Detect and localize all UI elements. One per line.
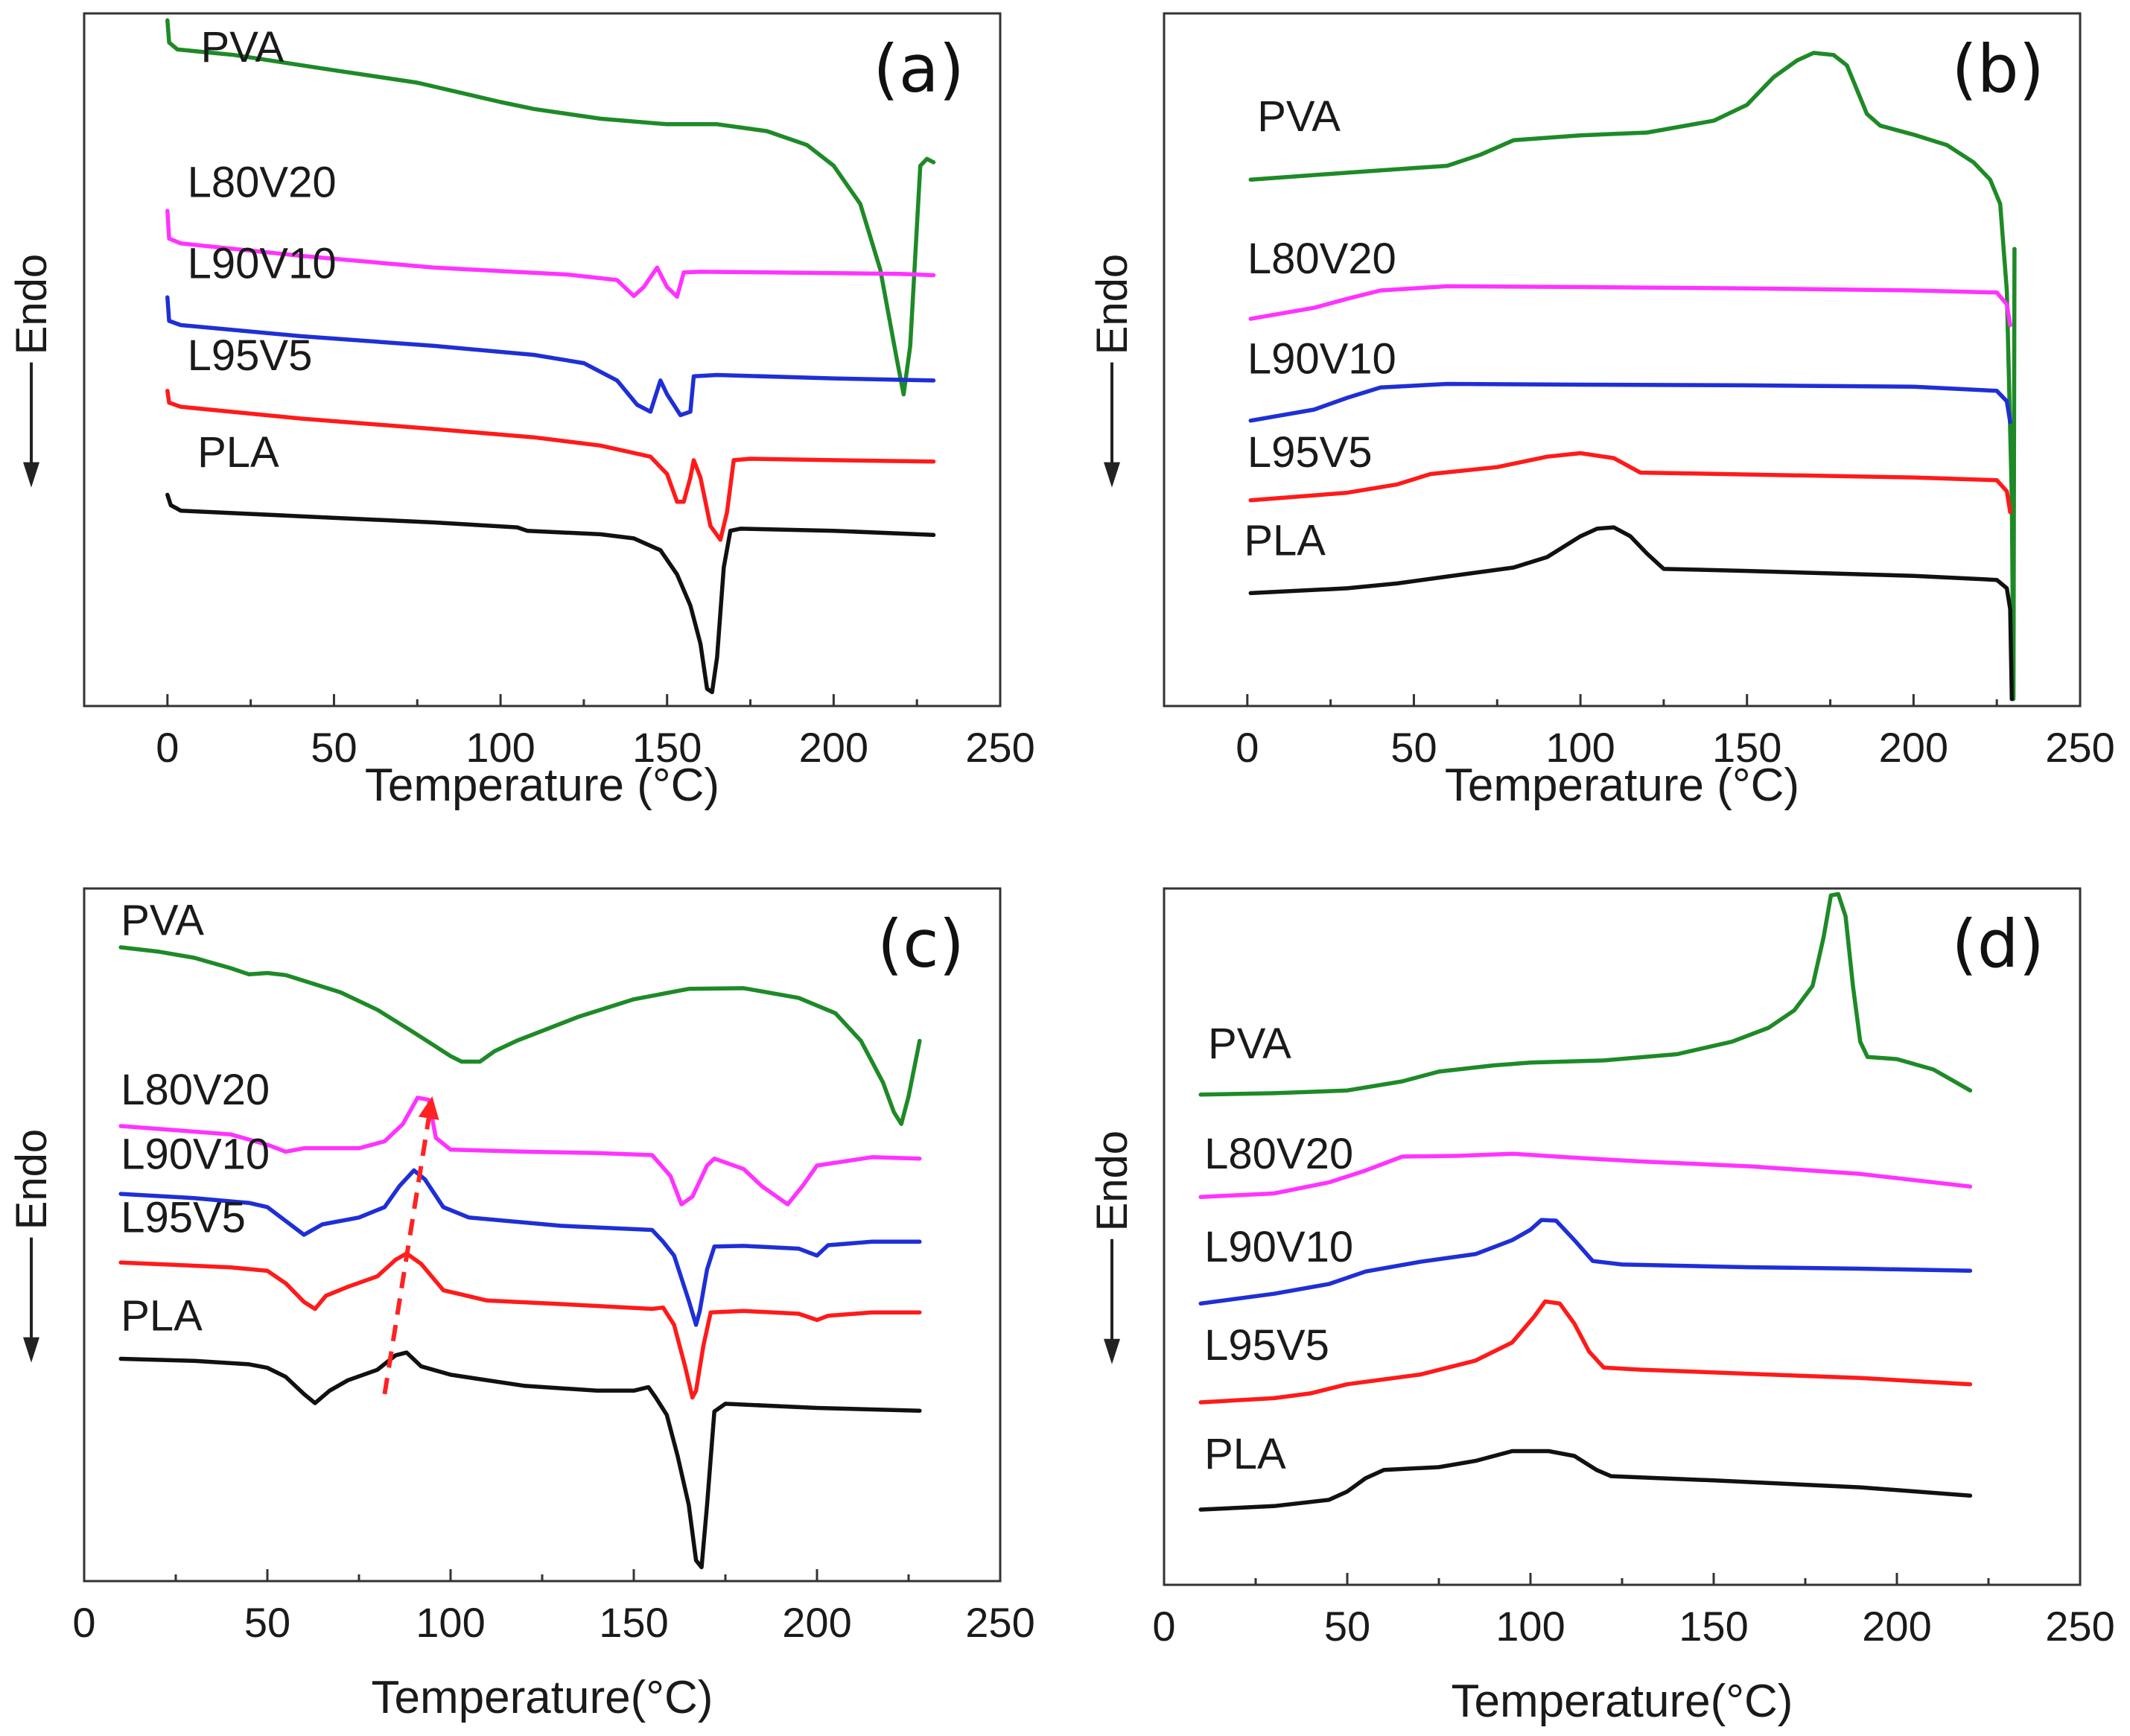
x-tick-label: 50 — [311, 724, 357, 771]
series-label-l80v20: L80V20 — [1204, 1130, 1353, 1178]
panel-label: (a) — [873, 31, 964, 107]
series-line-pla — [1248, 525, 2015, 702]
panel-label: (c) — [877, 906, 964, 982]
x-tick-label: 250 — [965, 1599, 1034, 1646]
panel-label: (b) — [1951, 31, 2044, 107]
series-label-pva: PVA — [1257, 92, 1341, 141]
series-line-l90v10 — [165, 295, 936, 418]
x-axis-label: Temperature(°C) — [1452, 1676, 1793, 1727]
panel-d: 0 50 100 150 200 250 Temperature(°C) Endo (d) PVA… — [1088, 887, 2115, 1727]
series-line-pla — [165, 492, 936, 695]
series-label-pla: PLA — [1244, 516, 1326, 565]
x-tick-label: 150 — [1712, 724, 1781, 771]
x-tick-label: 100 — [465, 724, 535, 771]
series-line-l95v5 — [165, 389, 936, 542]
y-axis-label: Endo — [7, 1129, 56, 1230]
x-tick-label: 0 — [156, 724, 179, 771]
x-tick-label: 250 — [965, 724, 1034, 771]
x-tick-label: 100 — [1495, 1603, 1565, 1650]
endo-arrow-head — [1104, 462, 1120, 488]
x-tick-label: 50 — [1324, 1603, 1370, 1650]
series-label-pva: PVA — [1208, 1020, 1291, 1068]
x-tick-label: 200 — [1879, 724, 1948, 771]
x-axis-label: Temperature (°C) — [365, 760, 719, 811]
plot-frame — [83, 12, 1002, 708]
series-line-pva — [1198, 891, 1973, 1097]
panel-b: 0 50 100 150 200 250 Temperature (°C) Endo (b) PV… — [1088, 12, 2115, 811]
series-label-pla: PLA — [1204, 1430, 1286, 1478]
series-label-l90v10: L90V10 — [188, 239, 337, 287]
series-label-l95v5: L95V5 — [188, 331, 313, 380]
panel-label: (d) — [1951, 906, 2044, 982]
endo-arrow-head — [23, 1337, 39, 1363]
x-tick-label: 50 — [244, 1599, 290, 1646]
x-axis-label: Temperature(°C) — [372, 1672, 713, 1723]
series-label-l90v10: L90V10 — [121, 1131, 270, 1179]
x-tick-label: 50 — [1390, 724, 1437, 771]
series-line-l80v20 — [165, 209, 936, 299]
x-tick-label: 150 — [632, 724, 702, 771]
series-line-pla — [1198, 1449, 1973, 1512]
series-label-pva: PVA — [121, 896, 204, 944]
series-line-l80v20 — [1248, 284, 2012, 328]
series-label-l95v5: L95V5 — [1204, 1321, 1329, 1370]
series-label-pla: PLA — [121, 1291, 203, 1340]
series-label-l90v10: L90V10 — [1204, 1223, 1353, 1271]
x-tick-label: 150 — [599, 1599, 668, 1646]
x-tick-label: 200 — [782, 1599, 851, 1646]
series-line-pva — [165, 18, 936, 397]
y-axis-label: Endo — [1088, 1131, 1136, 1231]
shift-arrow-line — [382, 1118, 431, 1395]
x-tick-label: 100 — [416, 1599, 485, 1646]
series-line-pva — [1248, 51, 2017, 702]
x-tick-label: 250 — [2045, 724, 2114, 771]
x-tick-label: 0 — [1152, 1603, 1175, 1650]
series-label-l95v5: L95V5 — [121, 1193, 246, 1241]
series-label-l80v20: L80V20 — [121, 1066, 270, 1114]
x-axis-label: Temperature (°C) — [1445, 760, 1799, 811]
series-line-pla — [118, 1350, 922, 1570]
x-tick-label: 150 — [1679, 1603, 1748, 1650]
series-line-l90v10 — [1198, 1218, 1973, 1306]
series-line-l95v5 — [118, 1251, 922, 1400]
endo-arrow-head — [23, 462, 39, 488]
y-axis-label: Endo — [1088, 254, 1136, 354]
y-axis-label: Endo — [7, 254, 56, 354]
series-label-l80v20: L80V20 — [188, 158, 337, 206]
endo-arrow-head — [1104, 1338, 1120, 1364]
x-tick-label: 0 — [72, 1599, 95, 1646]
series-line-l95v5 — [1198, 1299, 1973, 1405]
series-line-l90v10 — [118, 1168, 922, 1327]
x-tick-label: 200 — [1862, 1603, 1931, 1650]
series-label-pva: PVA — [201, 23, 284, 71]
x-tick-label: 0 — [1236, 724, 1259, 771]
series-label-l90v10: L90V10 — [1247, 335, 1396, 384]
series-label-pla: PLA — [197, 428, 279, 477]
panel-c: 0 50 100 150 200 250 Temperature(°C) Endo (c) PVA… — [7, 887, 1035, 1723]
series-line-l80v20 — [118, 1096, 922, 1206]
x-tick-label: 100 — [1545, 724, 1615, 771]
series-line-pva — [118, 945, 922, 1126]
series-line-l95v5 — [1248, 451, 2012, 515]
x-tick-label: 250 — [2045, 1603, 2114, 1650]
series-line-l90v10 — [1248, 381, 2012, 425]
series-label-l95v5: L95V5 — [1247, 428, 1373, 477]
x-tick-label: 200 — [799, 724, 868, 771]
plot-frame — [1163, 12, 2082, 708]
series-label-l80v20: L80V20 — [1247, 235, 1396, 283]
shift-arrow-head — [418, 1096, 439, 1120]
panel-a: 0 50 100 150 200 250 Temperature (°C) Endo (a) PV… — [7, 12, 1035, 811]
series-line-l80v20 — [1198, 1151, 1973, 1199]
